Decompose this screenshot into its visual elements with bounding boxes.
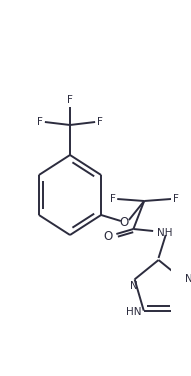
Text: HN: HN <box>125 307 141 317</box>
Text: F: F <box>37 117 43 127</box>
Text: F: F <box>67 95 73 105</box>
Text: N: N <box>130 281 138 291</box>
Text: F: F <box>173 194 179 204</box>
Text: F: F <box>97 117 103 127</box>
Text: F: F <box>110 194 115 204</box>
Text: O: O <box>104 230 113 244</box>
Text: NH: NH <box>157 228 172 238</box>
Text: N: N <box>185 274 191 284</box>
Text: O: O <box>120 217 129 229</box>
